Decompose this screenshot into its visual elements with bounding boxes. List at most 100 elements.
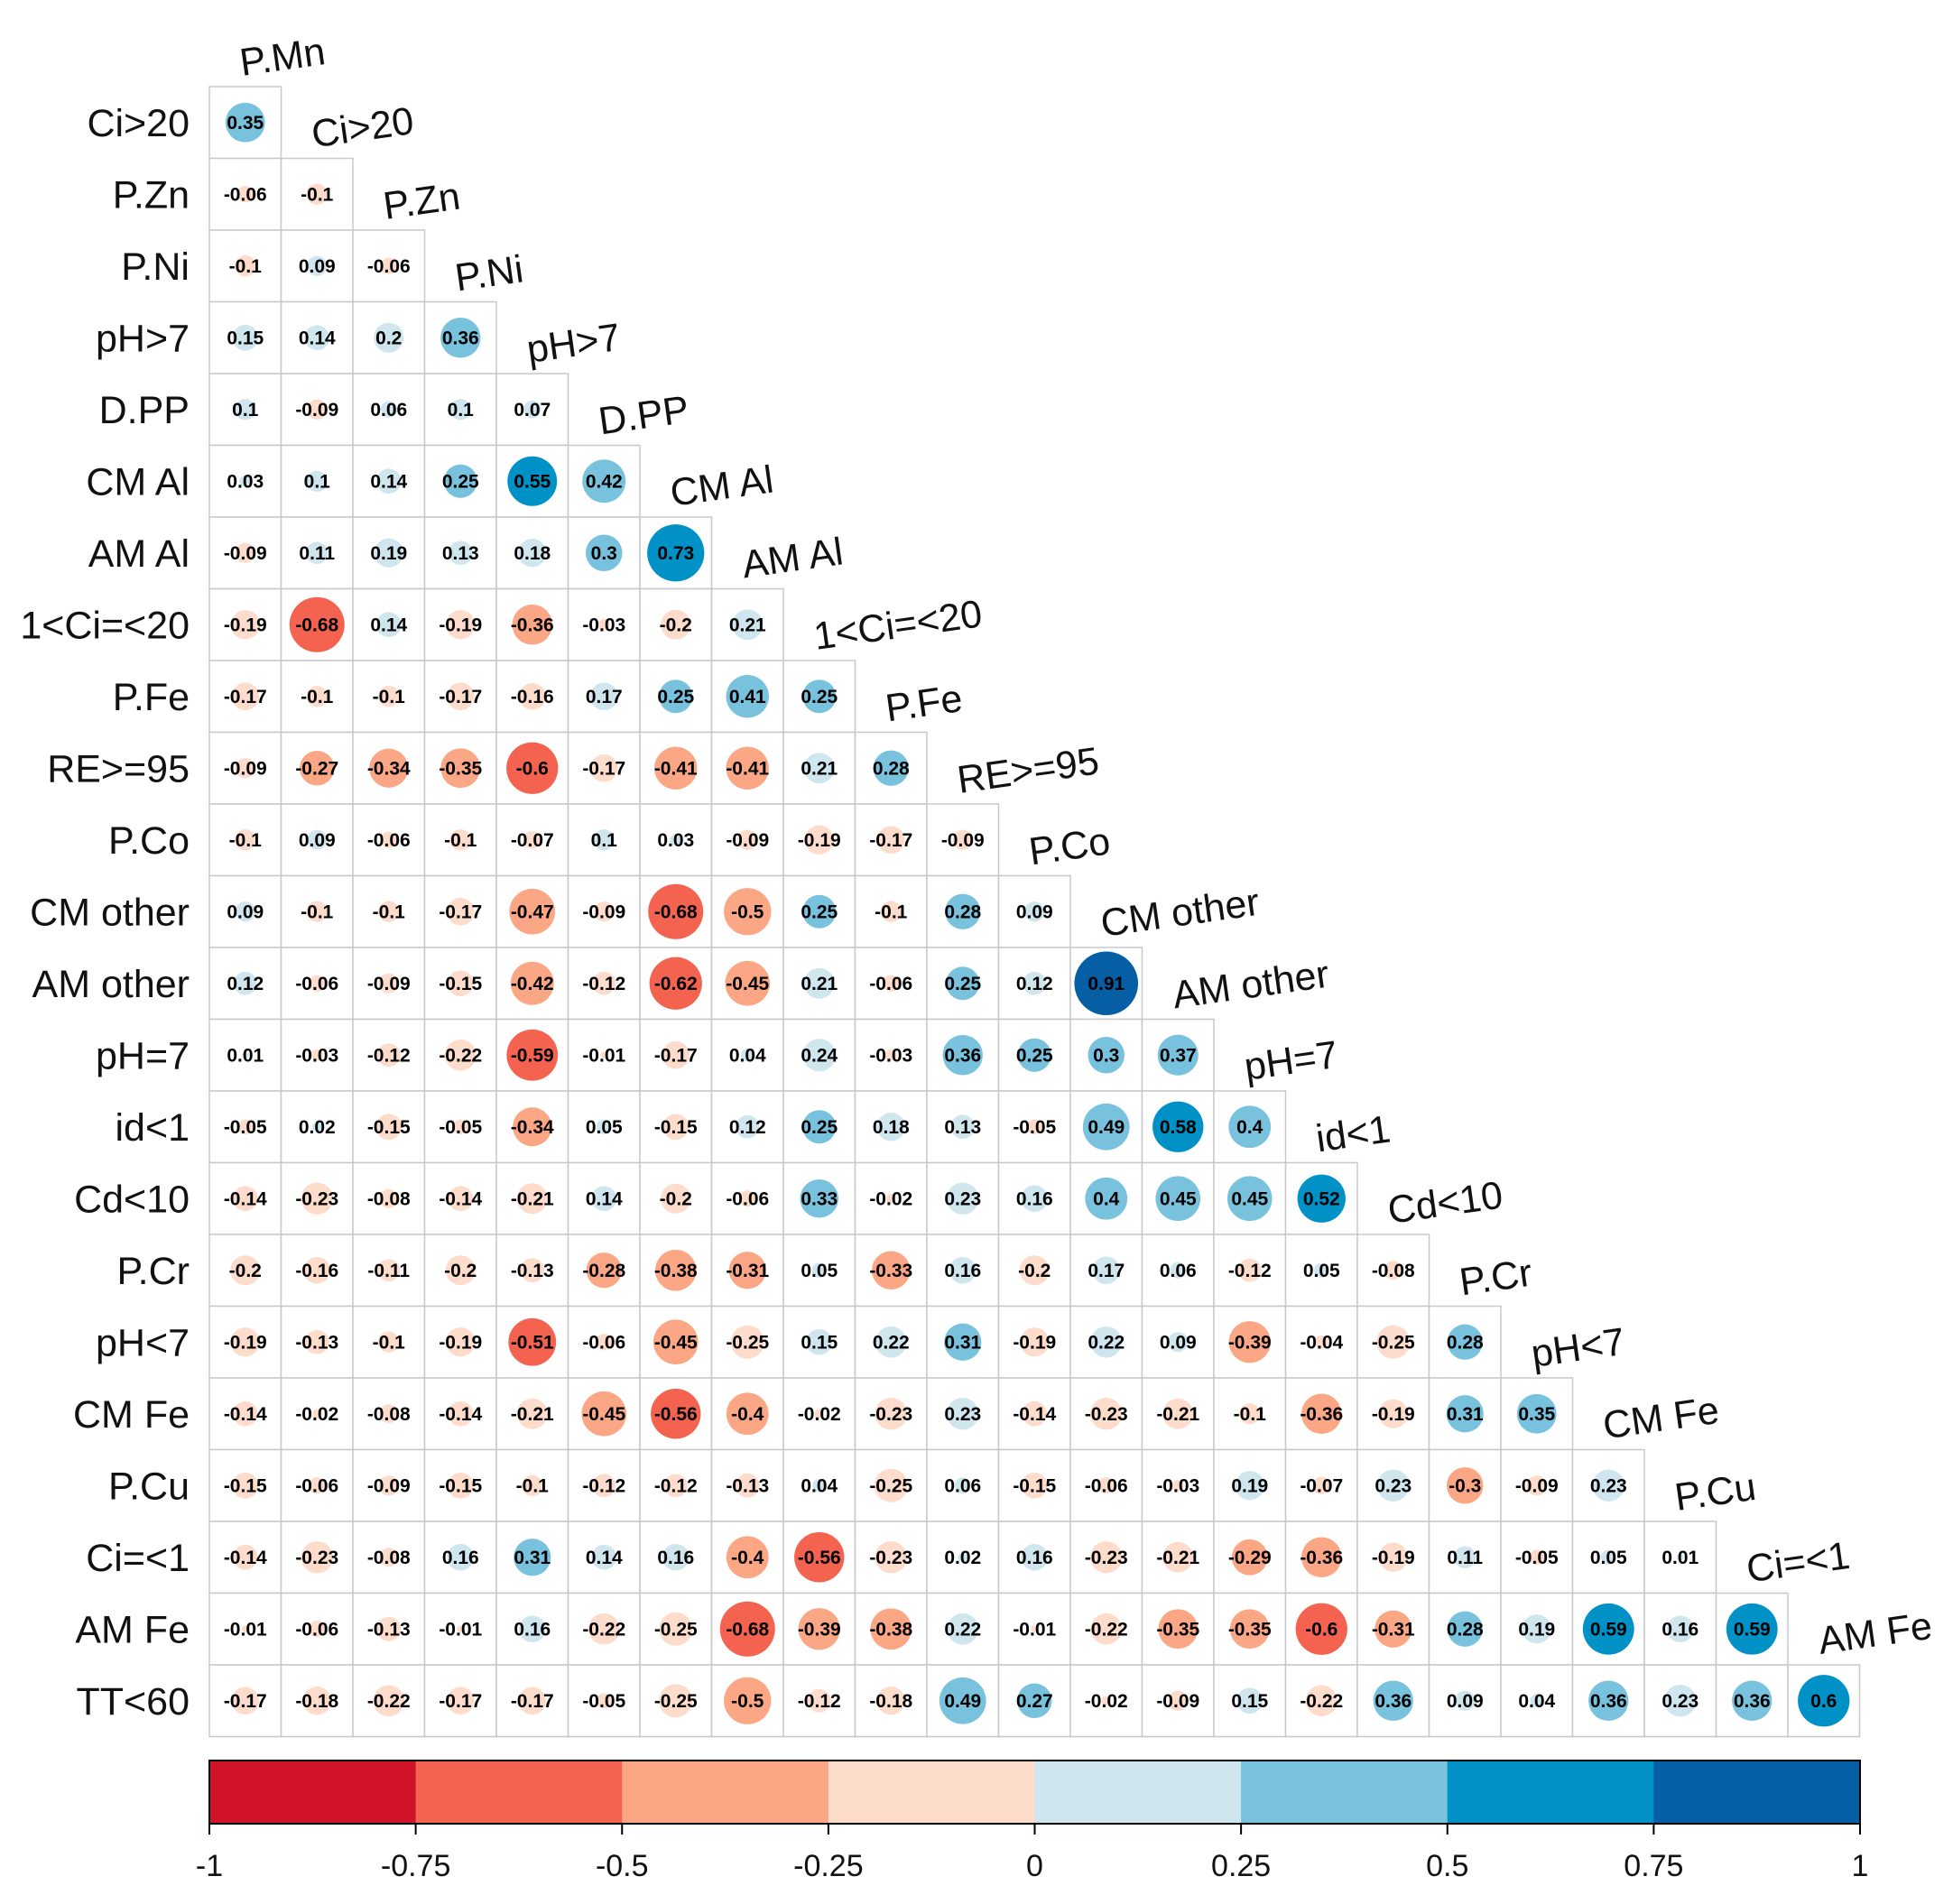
correlation-value: 0.05 <box>586 1117 623 1138</box>
correlation-value: 0.4 <box>1236 1117 1263 1138</box>
correlation-circle <box>233 971 257 995</box>
correlation-circle <box>507 456 558 506</box>
correlation-circle <box>242 1051 249 1058</box>
correlation-circle <box>375 612 402 638</box>
column-label: P.Ni <box>452 247 526 300</box>
correlation-value: -0.05 <box>1013 1117 1056 1138</box>
correlation-circle <box>585 534 623 572</box>
correlation-circle <box>719 1601 775 1657</box>
correlation-value: -0.12 <box>582 1475 625 1496</box>
row-label: AM Al <box>88 532 190 576</box>
column-label: P.Cr <box>1457 1252 1534 1305</box>
correlation-circle <box>374 538 403 568</box>
correlation-value: -0.19 <box>798 830 841 851</box>
correlation-value: -0.01 <box>439 1619 482 1640</box>
correlation-circle <box>812 1478 827 1493</box>
correlation-circle <box>1228 1105 1272 1149</box>
correlation-value: -0.13 <box>367 1619 411 1640</box>
correlation-circle <box>724 888 772 936</box>
correlation-circle <box>378 1331 400 1353</box>
correlation-value: 0.09 <box>227 901 264 922</box>
correlation-value: -0.15 <box>439 974 482 994</box>
correlation-value: 0.21 <box>729 615 766 635</box>
correlation-value: -0.09 <box>224 543 267 564</box>
correlation-circle <box>725 960 771 1006</box>
correlation-value: 0.15 <box>801 1332 838 1353</box>
correlation-value: -0.04 <box>1300 1332 1343 1353</box>
correlation-value: -0.05 <box>439 1117 482 1138</box>
correlation-circle <box>1228 1321 1271 1363</box>
correlation-value: 0.18 <box>514 543 551 564</box>
correlation-circle <box>728 1252 766 1289</box>
correlation-value: 0.24 <box>801 1045 838 1066</box>
matrix-cell <box>423 516 497 590</box>
correlation-value: -0.23 <box>295 1188 338 1209</box>
correlation-circle <box>871 1251 911 1290</box>
correlation-value: -0.12 <box>582 974 625 994</box>
correlation-circle <box>737 829 758 850</box>
correlation-circle <box>874 1468 908 1502</box>
correlation-circle <box>950 1114 976 1140</box>
correlation-value: 0.14 <box>370 615 407 635</box>
correlation-circle <box>447 970 474 997</box>
correlation-value: 0.22 <box>1088 1332 1125 1353</box>
correlation-circle <box>1237 1258 1262 1282</box>
correlation-value: -0.06 <box>869 974 912 994</box>
correlation-value: 0.02 <box>299 1117 336 1138</box>
correlation-circle <box>596 1693 612 1709</box>
correlation-circle <box>1295 1603 1347 1655</box>
colorbar-tick-label: 1 <box>1852 1849 1869 1883</box>
correlation-circle <box>1101 1696 1111 1705</box>
correlation-value: -0.38 <box>869 1619 912 1640</box>
correlation-circle <box>445 1255 476 1286</box>
correlation-circle <box>1447 1324 1483 1360</box>
correlation-circle <box>1082 1103 1130 1151</box>
correlation-value: 0.28 <box>944 901 981 922</box>
correlation-value: -0.29 <box>1228 1548 1272 1568</box>
correlation-value: 0.09 <box>299 256 336 277</box>
correlation-circle <box>1664 1685 1697 1717</box>
cells-layer: 0.35 -0.06 -0.1 -0.1 0.09 -0.06 0.15 0.14 0.2 0.3… <box>208 86 1861 1738</box>
correlation-value: -0.23 <box>1085 1404 1128 1425</box>
correlation-circle <box>1522 1614 1551 1644</box>
correlation-circle <box>875 1326 907 1358</box>
correlation-circle <box>1090 1326 1123 1358</box>
correlation-value: 0.31 <box>1447 1404 1484 1425</box>
correlation-value: 0.91 <box>1088 974 1125 994</box>
correlation-value: -0.02 <box>295 1404 338 1425</box>
correlation-circle <box>726 746 769 790</box>
correlation-value: -0.19 <box>224 1332 267 1353</box>
correlation-value: 0.27 <box>1016 1691 1053 1712</box>
correlation-value: -0.19 <box>1013 1332 1056 1353</box>
correlation-value: -0.6 <box>516 758 549 779</box>
row-label: pH>7 <box>96 317 190 360</box>
correlation-value: -0.09 <box>941 830 985 851</box>
correlation-value: 0.09 <box>1447 1691 1484 1712</box>
correlation-value: -0.27 <box>295 758 338 779</box>
colorbar-segment <box>1447 1761 1654 1824</box>
correlation-circle <box>520 1258 545 1283</box>
correlation-value: 0.33 <box>801 1188 838 1209</box>
correlation-value: 0.35 <box>1518 1404 1555 1425</box>
correlation-value: -0.17 <box>439 901 482 922</box>
correlation-circle <box>594 901 615 922</box>
correlation-circle <box>506 742 559 794</box>
correlation-value: -0.1 <box>373 901 406 922</box>
correlation-value: 0.36 <box>1375 1691 1412 1712</box>
correlation-circle <box>802 894 837 929</box>
correlation-value: 0.31 <box>514 1548 551 1568</box>
correlation-value: -0.31 <box>1372 1619 1415 1640</box>
correlation-value: -0.03 <box>295 1045 338 1066</box>
correlation-value: -0.17 <box>869 830 912 851</box>
correlation-circle <box>380 257 397 274</box>
correlation-value: 0.45 <box>1231 1188 1268 1209</box>
correlation-value: 0.17 <box>586 687 623 707</box>
correlation-value: 0.25 <box>801 1117 838 1138</box>
correlation-circle <box>235 399 256 421</box>
correlation-value: -0.56 <box>798 1548 841 1568</box>
correlation-value: 0.25 <box>1016 1045 1053 1066</box>
correlation-value: 0.01 <box>1661 1548 1698 1568</box>
correlation-value: -0.42 <box>511 974 554 994</box>
correlation-circle <box>235 255 256 277</box>
